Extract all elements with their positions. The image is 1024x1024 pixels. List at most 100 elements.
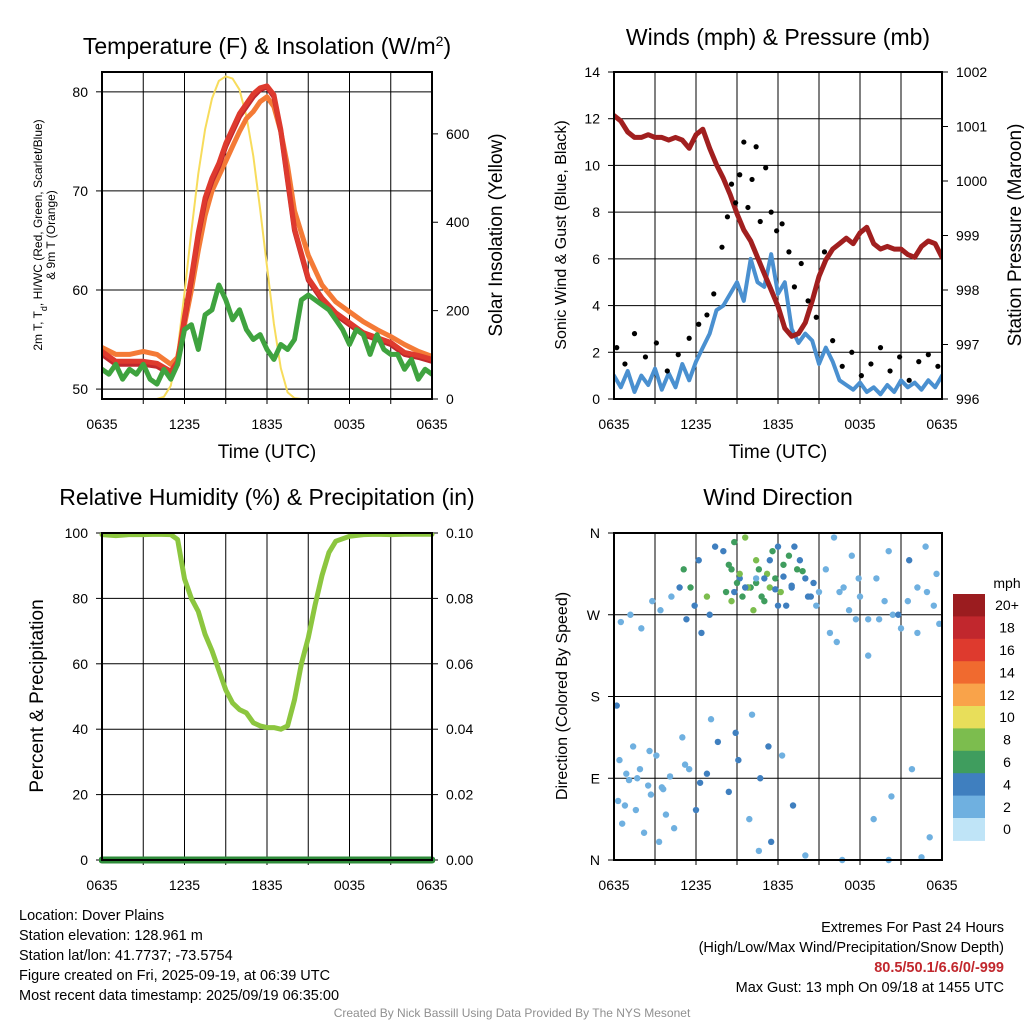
winds-ylabel-left: Sonic Wind & Gust (Blue, Black) xyxy=(553,120,570,349)
temperature-xlabel: Time (UTC) xyxy=(218,442,317,463)
gust-point xyxy=(897,354,903,360)
recent-timestamp: Most recent data timestamp: 2025/09/19 0… xyxy=(19,988,340,1004)
direction-point xyxy=(865,652,872,659)
direction-point xyxy=(793,566,801,573)
direction-point xyxy=(865,616,872,623)
extremes-values: 80.5/50.1/6.6/0/-999 xyxy=(874,960,1004,976)
y-tick-label: 0 xyxy=(592,391,600,407)
direction-point xyxy=(634,775,641,782)
x-tick-label: 1835 xyxy=(762,416,793,432)
direction-point xyxy=(666,773,674,780)
gust-point xyxy=(868,361,874,367)
winds-title: Winds (mph) & Pressure (mb) xyxy=(626,24,930,50)
y-tick-label: 80 xyxy=(72,590,88,606)
direction-point xyxy=(774,543,782,550)
legend-label: 14 xyxy=(999,664,1015,680)
y-tick-label: 60 xyxy=(72,282,88,298)
direction-point xyxy=(653,752,660,759)
direction-ylabel-left: Direction (Colored By Speed) xyxy=(554,592,571,800)
direction-point xyxy=(813,602,820,609)
x-tick-label: 0035 xyxy=(334,877,365,893)
direction-point xyxy=(746,815,753,823)
direction-point xyxy=(918,854,925,861)
direction-point xyxy=(788,582,795,589)
direction-point xyxy=(856,593,864,600)
y-tick-label-right: 0.04 xyxy=(446,721,473,737)
direction-point xyxy=(783,602,790,609)
legend-swatch xyxy=(953,706,985,729)
y-tick-label-right: 0.00 xyxy=(446,852,473,868)
legend-swatch xyxy=(953,750,985,774)
gust-point xyxy=(805,298,811,304)
gust-point xyxy=(753,144,759,150)
direction-point xyxy=(632,806,640,814)
direction-point xyxy=(748,711,756,718)
plot-border xyxy=(613,532,943,861)
direction-point xyxy=(698,629,705,637)
y-tick-label-right: 1001 xyxy=(956,119,987,135)
direction-point xyxy=(904,597,912,605)
direction-point xyxy=(802,852,809,859)
direction-point xyxy=(895,611,902,618)
x-tick-label: 0635 xyxy=(926,877,957,893)
temperature-ylabel-left-line1: 2m T, Td, HI/WC (Red, Green, Scarlet/Blu… xyxy=(31,119,49,350)
direction-point xyxy=(670,825,678,832)
gust-point xyxy=(858,373,864,379)
direction-point xyxy=(742,534,749,541)
direction-point xyxy=(623,770,630,777)
y-tick-label-right: 1000 xyxy=(956,173,987,189)
direction-point xyxy=(777,588,784,596)
direction-point xyxy=(681,761,689,768)
y-tick-label: N xyxy=(590,525,600,541)
direction-point xyxy=(774,602,782,609)
temperature-panel: Temperature (F) & Insolation (W/m2) 0635… xyxy=(31,33,507,463)
direction-point xyxy=(706,611,713,618)
direction-point xyxy=(852,616,860,623)
y-tick-label: 70 xyxy=(72,183,88,199)
gust-point xyxy=(779,221,785,227)
direction-point xyxy=(725,788,732,796)
x-tick-label: 1235 xyxy=(680,416,711,432)
y-tick-label: N xyxy=(590,852,600,868)
legend-label: 4 xyxy=(1003,776,1011,792)
temperature-ylabel-left-line2: & 9m T (Orange) xyxy=(44,190,58,280)
direction-point xyxy=(923,588,931,596)
direction-point xyxy=(888,793,895,800)
gust-point xyxy=(622,361,628,367)
direction-point xyxy=(735,756,742,764)
max-gust: Max Gust: 13 mph On 09/18 at 1455 UTC xyxy=(735,980,1004,996)
figure-created: Figure created on Fri, 2025-09-19, at 06… xyxy=(19,968,331,984)
series-line-sonic-wind xyxy=(614,252,942,397)
y-tick-label: 14 xyxy=(584,64,600,80)
legend-swatch xyxy=(953,594,985,617)
direction-point xyxy=(739,593,746,600)
direction-point xyxy=(657,607,664,614)
series-line-t xyxy=(102,282,432,387)
direction-point xyxy=(930,602,937,609)
y-tick-label-right: 600 xyxy=(446,126,470,142)
direction-point xyxy=(848,552,855,559)
extremes-description: (High/Low/Max Wind/Precipitation/Snow De… xyxy=(698,940,1004,956)
direction-point xyxy=(687,584,694,591)
direction-point xyxy=(766,557,773,564)
direction-point xyxy=(644,782,652,789)
gust-point xyxy=(696,321,702,327)
direction-point xyxy=(720,547,727,555)
direction-point xyxy=(752,579,760,587)
legend-label: 12 xyxy=(999,687,1015,703)
legend-label: 6 xyxy=(1003,754,1011,770)
direction-point xyxy=(881,597,888,605)
direction-point xyxy=(761,575,768,582)
y-tick-label-right: 996 xyxy=(956,391,980,407)
gust-point xyxy=(916,359,922,365)
gust-point xyxy=(664,368,670,374)
direction-point xyxy=(855,575,862,582)
gust-point xyxy=(686,335,692,341)
legend-label: 10 xyxy=(999,709,1015,725)
direction-point xyxy=(733,579,741,587)
x-tick-label: 1835 xyxy=(762,877,793,893)
direction-point xyxy=(728,597,735,605)
direction-point xyxy=(750,607,757,614)
direction-point xyxy=(627,611,634,618)
station-info: Location: Dover Plains Station elevation… xyxy=(19,906,339,1006)
